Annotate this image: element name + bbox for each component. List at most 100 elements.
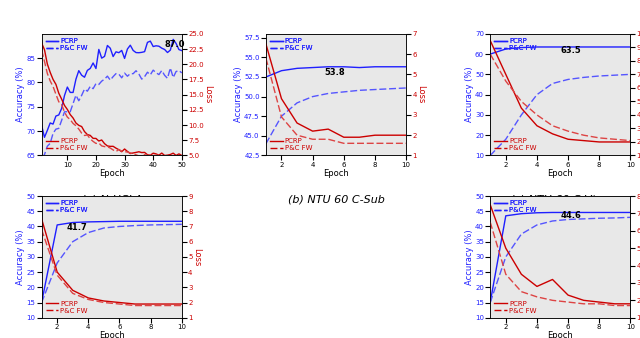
P&C FW (116, 224, 124, 228)
P&C FW (149, 68, 157, 72)
P&C FW (52, 127, 60, 131)
P&C FW (89, 87, 97, 91)
P&C FW (548, 298, 556, 303)
P&C FW (58, 102, 65, 106)
P&C FW (84, 231, 92, 235)
PCRP (278, 69, 285, 73)
P&C FW (118, 76, 125, 80)
P&C FW (548, 124, 556, 128)
P&C FW (147, 153, 154, 157)
P&C FW (178, 222, 186, 226)
P&C FW (58, 118, 65, 122)
PCRP (548, 132, 556, 136)
PCRP (55, 113, 63, 117)
P&C FW (67, 110, 74, 114)
PCRP (61, 103, 68, 107)
PCRP (486, 39, 494, 43)
P&C FW (308, 137, 316, 141)
PCRP (147, 153, 154, 157)
Text: 53.8: 53.8 (324, 68, 346, 77)
P&C FW (518, 290, 525, 294)
P&C FW (580, 133, 588, 137)
P&C FW (533, 223, 541, 227)
PCRP (75, 123, 83, 127)
PCRP (149, 45, 157, 49)
P&C FW (78, 131, 86, 135)
PCRP (163, 302, 170, 306)
PCRP (262, 42, 269, 46)
PCRP (81, 75, 88, 79)
Legend: PCRP, P&C FW: PCRP, P&C FW (493, 199, 537, 214)
P&C FW (127, 72, 134, 76)
X-axis label: Epoch: Epoch (323, 169, 349, 178)
Y-axis label: Loss: Loss (192, 248, 201, 266)
P&C FW (178, 71, 186, 75)
P&C FW (106, 146, 114, 150)
Line: P&C FW: P&C FW (266, 88, 406, 144)
P&C FW (116, 302, 124, 306)
PCRP (356, 66, 364, 70)
PCRP (38, 300, 45, 305)
P&C FW (486, 300, 494, 305)
Line: P&C FW: P&C FW (42, 224, 182, 303)
P&C FW (371, 141, 379, 145)
Y-axis label: Accuracy (%): Accuracy (%) (16, 229, 25, 285)
P&C FW (124, 74, 131, 78)
PCRP (595, 140, 603, 144)
PCRP (172, 153, 180, 158)
PCRP (403, 65, 410, 69)
P&C FW (72, 93, 80, 97)
PCRP (502, 246, 509, 250)
PCRP (129, 151, 137, 155)
PCRP (127, 43, 134, 47)
P&C FW (112, 72, 120, 76)
P&C FW (502, 137, 509, 141)
P&C FW (158, 155, 166, 159)
P&C FW (98, 79, 106, 83)
PCRP (112, 50, 120, 54)
PCRP (100, 142, 108, 146)
PCRP (69, 220, 77, 224)
P&C FW (147, 223, 154, 227)
PCRP (69, 288, 77, 292)
PCRP (132, 51, 140, 55)
PCRP (131, 302, 139, 306)
PCRP (564, 137, 572, 141)
PCRP (166, 48, 174, 52)
P&C FW (141, 75, 148, 79)
Line: PCRP: PCRP (42, 43, 182, 155)
PCRP (40, 48, 48, 52)
PCRP (89, 136, 97, 140)
Legend: PCRP, P&C FW: PCRP, P&C FW (45, 138, 88, 152)
P&C FW (278, 114, 285, 118)
PCRP (98, 56, 106, 60)
PCRP (155, 153, 163, 157)
P&C FW (387, 87, 394, 91)
PCRP (69, 91, 77, 95)
Line: P&C FW: P&C FW (490, 74, 630, 155)
PCRP (627, 302, 634, 306)
Line: P&C FW: P&C FW (490, 54, 630, 141)
PCRP (178, 153, 186, 158)
P&C FW (548, 81, 556, 86)
PCRP (135, 51, 143, 55)
PCRP (533, 124, 541, 128)
P&C FW (161, 154, 168, 159)
P&C FW (86, 84, 94, 89)
P&C FW (164, 155, 172, 159)
P&C FW (163, 223, 170, 227)
PCRP (595, 45, 603, 49)
P&C FW (595, 74, 603, 78)
PCRP (611, 302, 619, 306)
P&C FW (564, 300, 572, 304)
P&C FW (127, 151, 134, 155)
Line: P&C FW: P&C FW (42, 68, 182, 158)
PCRP (115, 51, 123, 55)
P&C FW (595, 302, 603, 306)
PCRP (533, 45, 541, 49)
P&C FW (124, 150, 131, 154)
P&C FW (69, 240, 77, 244)
PCRP (86, 134, 94, 138)
PCRP (52, 82, 60, 86)
Y-axis label: Accuracy (%): Accuracy (%) (234, 67, 243, 122)
